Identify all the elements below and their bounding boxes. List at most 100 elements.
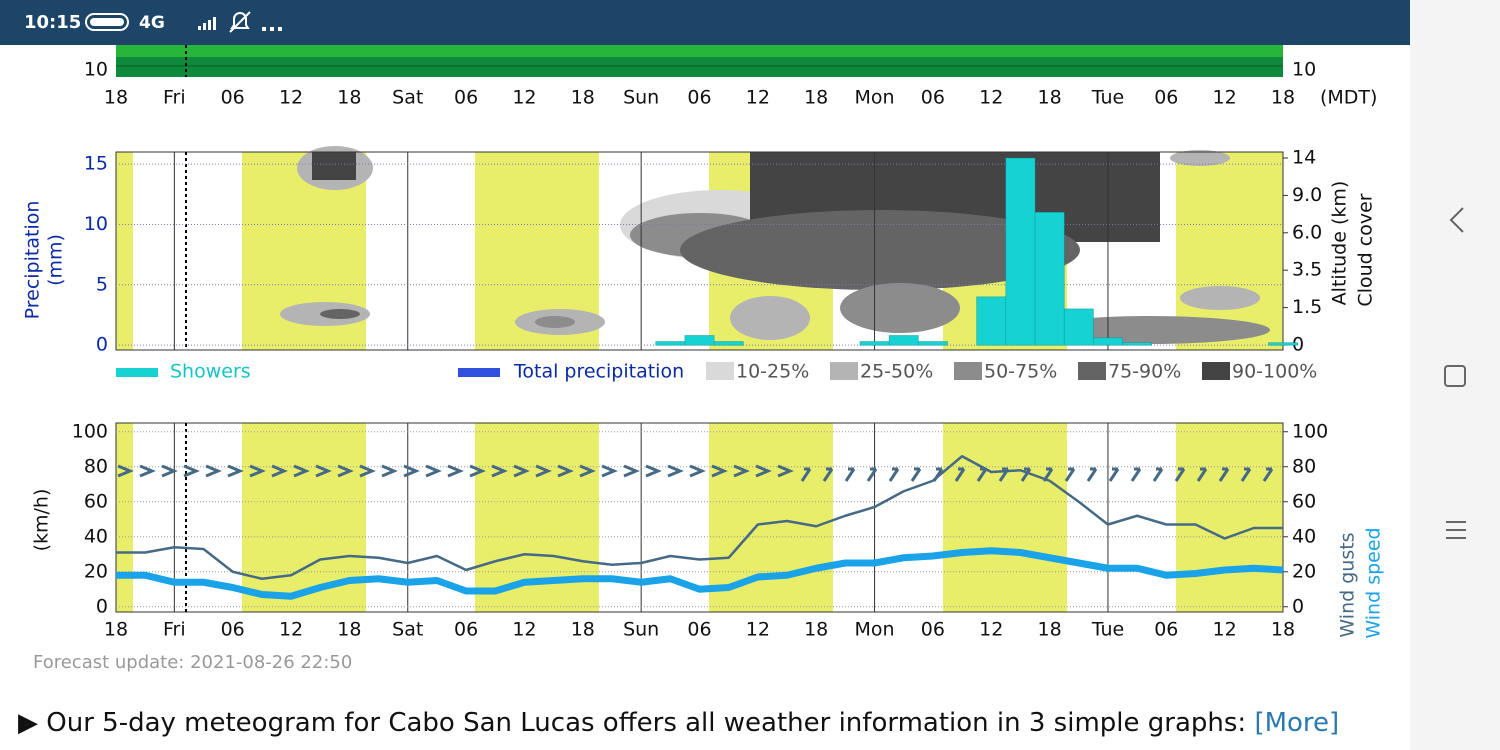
wind-arrow xyxy=(557,464,574,478)
legend-swatch xyxy=(116,368,158,377)
y2-tick-label: 3.5 xyxy=(1292,259,1322,281)
x-tick-label: 06 xyxy=(221,619,245,641)
x-tick-label: 18 xyxy=(1038,87,1062,109)
x-tick-label: 18 xyxy=(1271,619,1295,641)
legend-swatch xyxy=(706,362,734,380)
shower-bar xyxy=(976,296,1007,346)
y2-tick-label: 80 xyxy=(1292,455,1316,477)
x-tick-label: 18 xyxy=(1271,87,1295,109)
daylight-band xyxy=(116,423,133,612)
shower-bar xyxy=(1063,308,1094,346)
shower-bar xyxy=(1268,342,1298,346)
status-bar xyxy=(0,0,1410,45)
x-tick-label: 18 xyxy=(337,87,361,109)
wind-arrow xyxy=(1196,467,1208,482)
wind-arrow xyxy=(359,464,376,478)
x-tick-label: Mon xyxy=(855,87,895,109)
legend-label: 90-100% xyxy=(1232,361,1317,383)
x-tick-label: Sat xyxy=(392,87,423,109)
x-tick-label: Mon xyxy=(855,619,895,641)
x-tick-label: 12 xyxy=(979,87,1003,109)
y-axis-label: Precipitation xyxy=(22,201,44,320)
wind-arrow xyxy=(579,464,596,478)
wind-arrow xyxy=(293,464,310,478)
x-tick-label: Tue xyxy=(1091,87,1124,109)
wind-arrow xyxy=(1240,467,1252,482)
wind-arrow xyxy=(117,464,134,478)
shower-bar xyxy=(713,341,744,346)
wind-arrow xyxy=(1130,467,1142,482)
x-tick-label: Fri xyxy=(163,87,186,109)
status-time: 10:15 xyxy=(24,12,81,33)
plot-frame xyxy=(115,151,1284,351)
y2-tick-label: 20 xyxy=(1292,560,1316,582)
x-tick-label: 18 xyxy=(571,87,595,109)
legend-label: 25-50% xyxy=(860,361,933,383)
y-tick-label: 40 xyxy=(84,525,108,547)
wind-arrow xyxy=(689,464,706,478)
x-tick-label: 12 xyxy=(512,619,536,641)
wind-arrow xyxy=(381,464,398,478)
wind-arrow xyxy=(954,467,966,482)
daylight-band xyxy=(116,152,133,350)
x-tick-label: 12 xyxy=(279,619,303,641)
footer-text: ▶ Our 5-day meteogram for Cabo San Lucas… xyxy=(18,708,1339,738)
legend-swatch xyxy=(458,368,500,377)
x-tick-label: 12 xyxy=(279,87,303,109)
wind-arrow xyxy=(844,467,856,482)
wind-arrow xyxy=(535,464,552,478)
shower-bar xyxy=(918,341,948,346)
daylight-band xyxy=(1176,423,1283,612)
y-axis-unit: (mm) xyxy=(45,234,67,286)
wind-arrow xyxy=(491,464,508,478)
wind-arrow xyxy=(910,467,922,482)
y2-tick-label: 0 xyxy=(1292,595,1304,617)
wind-arrow xyxy=(777,464,794,478)
wind-arrow xyxy=(1262,467,1274,482)
wind-arrow xyxy=(800,467,812,482)
home-button[interactable] xyxy=(1444,365,1466,387)
x-tick-label: 18 xyxy=(337,619,361,641)
shower-bar xyxy=(1122,342,1152,346)
wind-arrow xyxy=(161,464,178,478)
wind-arrow xyxy=(711,464,728,478)
wind-line xyxy=(116,547,1284,600)
x-tick-label: 18 xyxy=(1038,619,1062,641)
x-tick-label: 12 xyxy=(1213,87,1237,109)
y2-tick-label: 40 xyxy=(1292,525,1316,547)
x-tick-label: Sun xyxy=(623,619,659,641)
x-tick-label: 06 xyxy=(687,619,711,641)
wind-arrow xyxy=(183,464,200,478)
wind-arrow xyxy=(645,464,662,478)
y2-axis-label: Altitude (km) xyxy=(1329,181,1351,306)
legend-swatch xyxy=(830,362,858,380)
y2-tick-label: 100 xyxy=(1292,420,1328,442)
y-tick-label: 15 xyxy=(84,153,108,175)
more-link[interactable]: [More] xyxy=(1254,708,1339,738)
wind-arrow xyxy=(337,464,354,478)
wind-arrow xyxy=(866,467,878,482)
wind-arrow xyxy=(205,464,222,478)
x-tick-label: 12 xyxy=(746,87,770,109)
y-tick-label: 60 xyxy=(84,490,108,512)
x-tick-label: Sat xyxy=(392,619,423,641)
wind-arrow xyxy=(227,464,244,478)
signal-icon xyxy=(198,17,216,30)
daylight-band xyxy=(943,423,1067,612)
wind-arrow xyxy=(447,464,464,478)
shower-bar xyxy=(1005,157,1036,346)
menu-button[interactable] xyxy=(1446,521,1466,539)
wind-arrow xyxy=(403,464,420,478)
more-icon xyxy=(262,27,282,31)
strip-band-top xyxy=(116,45,1283,57)
forecast-update: Forecast update: 2021-08-26 22:50 xyxy=(33,652,352,673)
battery-level xyxy=(90,18,124,26)
shower-bar xyxy=(859,341,890,346)
wind-arrow xyxy=(1064,467,1076,482)
legend-gusts: Wind gusts xyxy=(1337,532,1359,637)
wind-arrow xyxy=(1108,467,1120,482)
back-button[interactable] xyxy=(1449,207,1464,233)
x-tick-label: 12 xyxy=(512,87,536,109)
